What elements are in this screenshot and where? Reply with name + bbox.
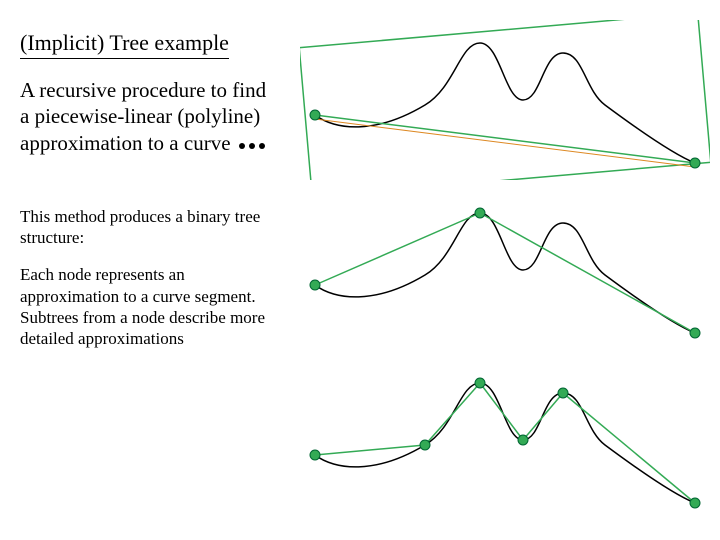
curve: [315, 213, 695, 333]
method-paragraph: This method produces a binary tree struc…: [20, 206, 280, 249]
intro-text: A recursive procedure to find a piecewis…: [20, 78, 266, 155]
diagram-panel2: [300, 190, 710, 350]
node: [518, 435, 528, 445]
approx-segment: [480, 213, 695, 333]
detail-paragraph: Each node represents an approximation to…: [20, 264, 280, 349]
diagram-panel3: [300, 360, 710, 520]
node: [310, 280, 320, 290]
ellipsis-icon: [236, 140, 276, 152]
approx-segment: [315, 115, 695, 163]
text-column: (Implicit) Tree example A recursive proc…: [20, 30, 280, 349]
node: [690, 498, 700, 508]
node: [558, 388, 568, 398]
intro-paragraph: A recursive procedure to find a piecewis…: [20, 77, 280, 156]
approx-segment: [480, 383, 523, 440]
bounding-rect: [300, 20, 710, 180]
node: [420, 440, 430, 450]
accent-line: [315, 119, 695, 167]
diagram-area: [300, 20, 710, 530]
diagram-panel1: [300, 20, 710, 180]
curve: [315, 383, 695, 503]
approx-segment: [523, 393, 563, 440]
node: [475, 378, 485, 388]
node: [310, 450, 320, 460]
curve: [315, 43, 695, 163]
approx-segment: [315, 213, 480, 285]
node: [475, 208, 485, 218]
page-title: (Implicit) Tree example: [20, 30, 229, 59]
approx-segment: [425, 383, 480, 445]
node: [690, 328, 700, 338]
node: [690, 158, 700, 168]
approx-segment: [563, 393, 695, 503]
node: [310, 110, 320, 120]
